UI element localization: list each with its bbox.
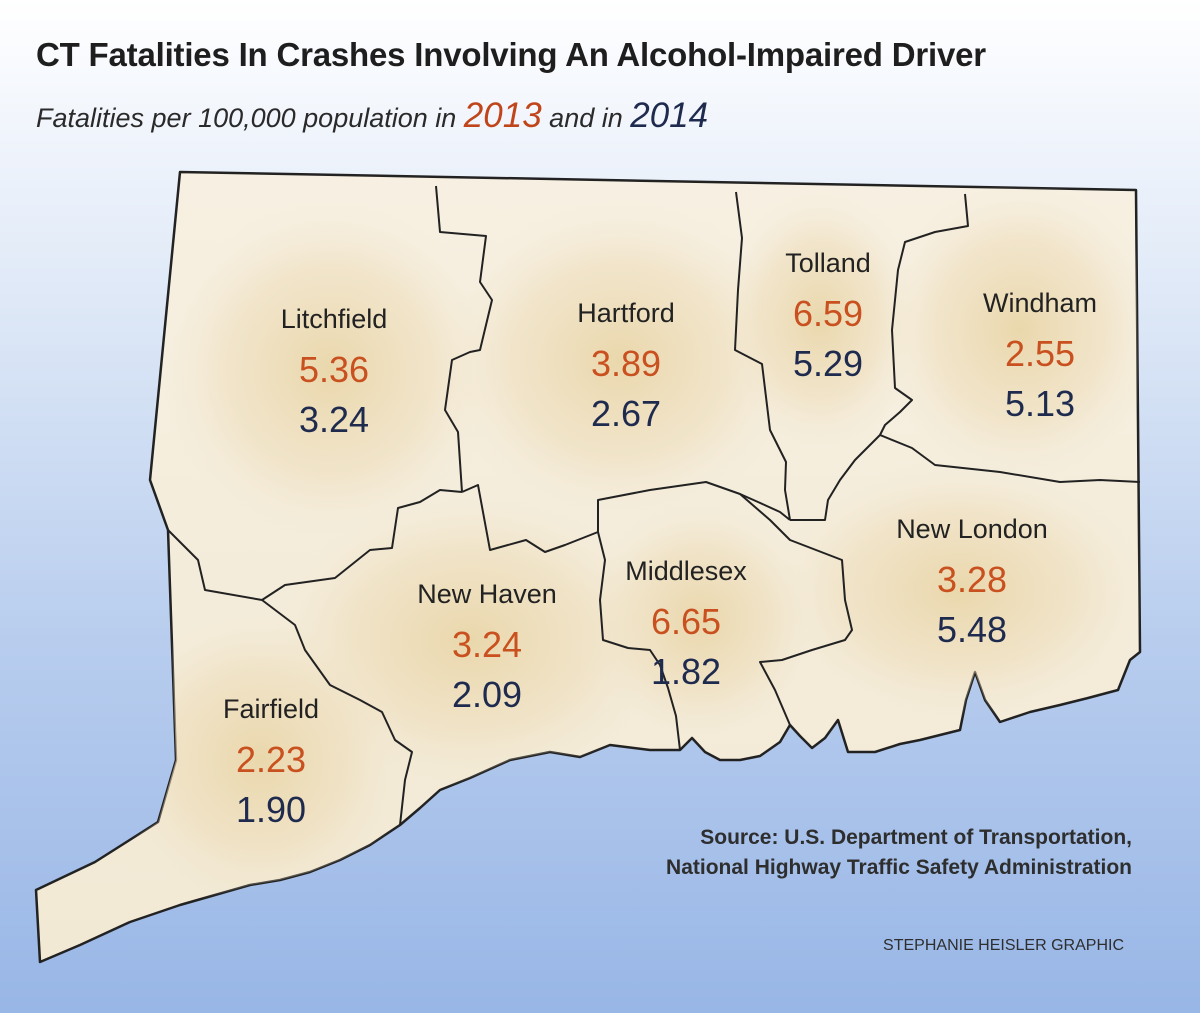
value-2014-new-haven: 2.09 — [452, 674, 522, 715]
value-2014-hartford: 2.67 — [591, 393, 661, 434]
subtitle-year-2014: 2014 — [630, 96, 709, 135]
subtitle-year-2013: 2013 — [463, 96, 542, 135]
windham-shade — [880, 180, 1140, 480]
county-hartford: Hartford 3.89 2.67 — [577, 298, 675, 434]
hartford-shade — [440, 200, 800, 520]
value-2013-new-haven: 3.24 — [452, 624, 522, 665]
value-2013-fairfield: 2.23 — [236, 739, 306, 780]
border-litchfield-south — [167, 489, 463, 601]
county-tolland: Tolland 6.59 5.29 — [785, 248, 871, 384]
value-2013-litchfield: 5.36 — [299, 349, 369, 390]
county-name-tolland: Tolland — [785, 248, 871, 278]
border-middlesex-east — [739, 493, 853, 726]
value-2013-windham: 2.55 — [1005, 333, 1075, 374]
chart-title: CT Fatalities In Crashes Involving An Al… — [36, 36, 986, 73]
border-newhaven-fairfield — [261, 599, 413, 826]
value-2013-hartford: 3.89 — [591, 343, 661, 384]
new-london-shade — [770, 460, 1140, 720]
value-2014-litchfield: 3.24 — [299, 399, 369, 440]
county-shading — [110, 180, 1140, 910]
border-hartford-tolland — [734, 191, 791, 521]
county-name-litchfield: Litchfield — [281, 304, 388, 334]
county-labels: Litchfield 5.36 3.24 Hartford 3.89 2.67 Tollan… — [223, 248, 1097, 830]
border-litchfield-hartford — [435, 185, 493, 493]
subtitle-middle: and in — [541, 103, 631, 133]
border-middlesex-west — [597, 531, 681, 751]
county-name-hartford: Hartford — [577, 298, 675, 328]
county-new-haven: New Haven 3.24 2.09 — [417, 579, 557, 715]
value-2013-new-london: 3.28 — [937, 559, 1007, 600]
county-litchfield: Litchfield 5.36 3.24 — [281, 304, 388, 440]
source-line-1: Source: U.S. Department of Transportatio… — [700, 826, 1132, 849]
county-name-new-london: New London — [896, 514, 1048, 544]
value-2013-middlesex: 6.65 — [651, 601, 721, 642]
border-windham-newlondon — [879, 434, 1141, 483]
value-2014-windham: 5.13 — [1005, 383, 1075, 424]
fairfield-shade — [110, 610, 410, 910]
source-line-2: National Highway Traffic Safety Administ… — [666, 856, 1132, 879]
county-name-new-haven: New Haven — [417, 579, 557, 609]
county-name-windham: Windham — [983, 288, 1097, 318]
value-2013-tolland: 6.59 — [793, 293, 863, 334]
border-hartford-south — [461, 481, 791, 553]
county-fairfield: Fairfield 2.23 1.90 — [223, 694, 319, 830]
tolland-shade — [720, 190, 920, 450]
chart-subtitle: Fatalities per 100,000 population in 201… — [36, 96, 708, 136]
graphic-credit: STEPHANIE HEISLER GRAPHIC — [883, 937, 1124, 954]
county-windham: Windham 2.55 5.13 — [983, 288, 1097, 424]
county-borders — [167, 185, 1141, 826]
border-tolland-newlondon — [790, 434, 881, 521]
litchfield-shade — [160, 200, 500, 540]
county-new-london: New London 3.28 5.48 — [896, 514, 1048, 650]
border-tolland-windham — [879, 193, 969, 436]
value-2014-new-london: 5.48 — [937, 609, 1007, 650]
county-name-fairfield: Fairfield — [223, 694, 319, 724]
subtitle-prefix: Fatalities per 100,000 population in — [36, 103, 464, 133]
value-2014-tolland: 5.29 — [793, 343, 863, 384]
value-2014-middlesex: 1.82 — [651, 651, 721, 692]
county-middlesex: Middlesex 6.65 1.82 — [625, 556, 747, 692]
county-name-middlesex: Middlesex — [625, 556, 747, 586]
value-2014-fairfield: 1.90 — [236, 789, 306, 830]
